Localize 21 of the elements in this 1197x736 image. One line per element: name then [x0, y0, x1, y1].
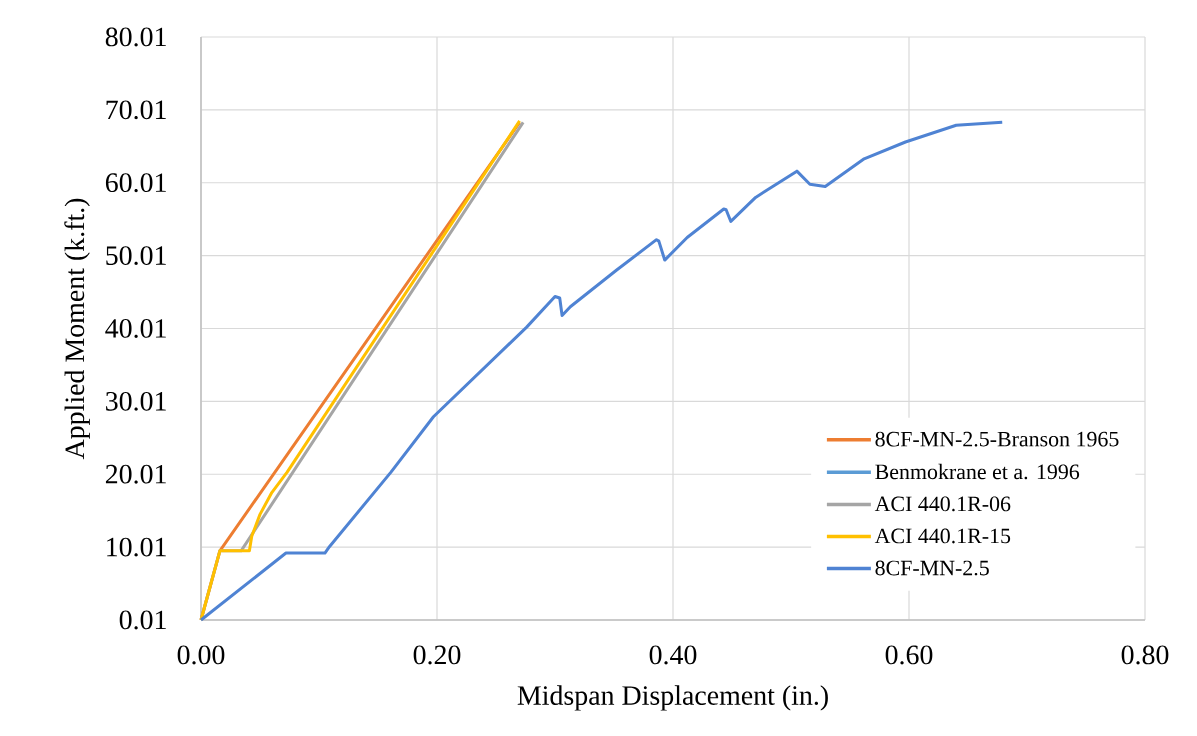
y-tick-label: 30.01: [106, 391, 166, 411]
x-tick-label: 0.80: [1121, 645, 1169, 665]
legend-label: ACI 440.1R-15: [874, 528, 1011, 544]
y-tick-label: 70.01: [106, 100, 166, 120]
y-tick-label: 0.01: [119, 610, 166, 630]
x-axis-title: Midspan Displacement (in.): [517, 685, 828, 711]
legend-label: ACI 440.1R-06: [874, 496, 1011, 512]
x-tick-label: 0.20: [413, 645, 461, 665]
legend-label: Benmokrane et a. 1996: [875, 463, 1080, 480]
x-tick-label: 0.60: [885, 645, 933, 665]
y-tick-label: 60.01: [105, 173, 166, 193]
y-tick-label: 80.01: [105, 27, 166, 47]
y-axis-title: Applied Moment (k.ft.): [64, 198, 90, 460]
y-tick-label: 10.01: [107, 537, 166, 557]
legend-label: 8CF-MN-2.5-Branson 1965: [875, 431, 1119, 447]
y-tick-label: 40.01: [105, 319, 166, 338]
y-tick-label: 50.01: [106, 246, 166, 266]
x-tick-label: 0.00: [177, 645, 225, 665]
legend-label: 8CF-MN-2.5: [875, 560, 989, 576]
y-tick-label: 20.01: [105, 464, 166, 484]
x-tick-label: 0.40: [649, 645, 697, 665]
